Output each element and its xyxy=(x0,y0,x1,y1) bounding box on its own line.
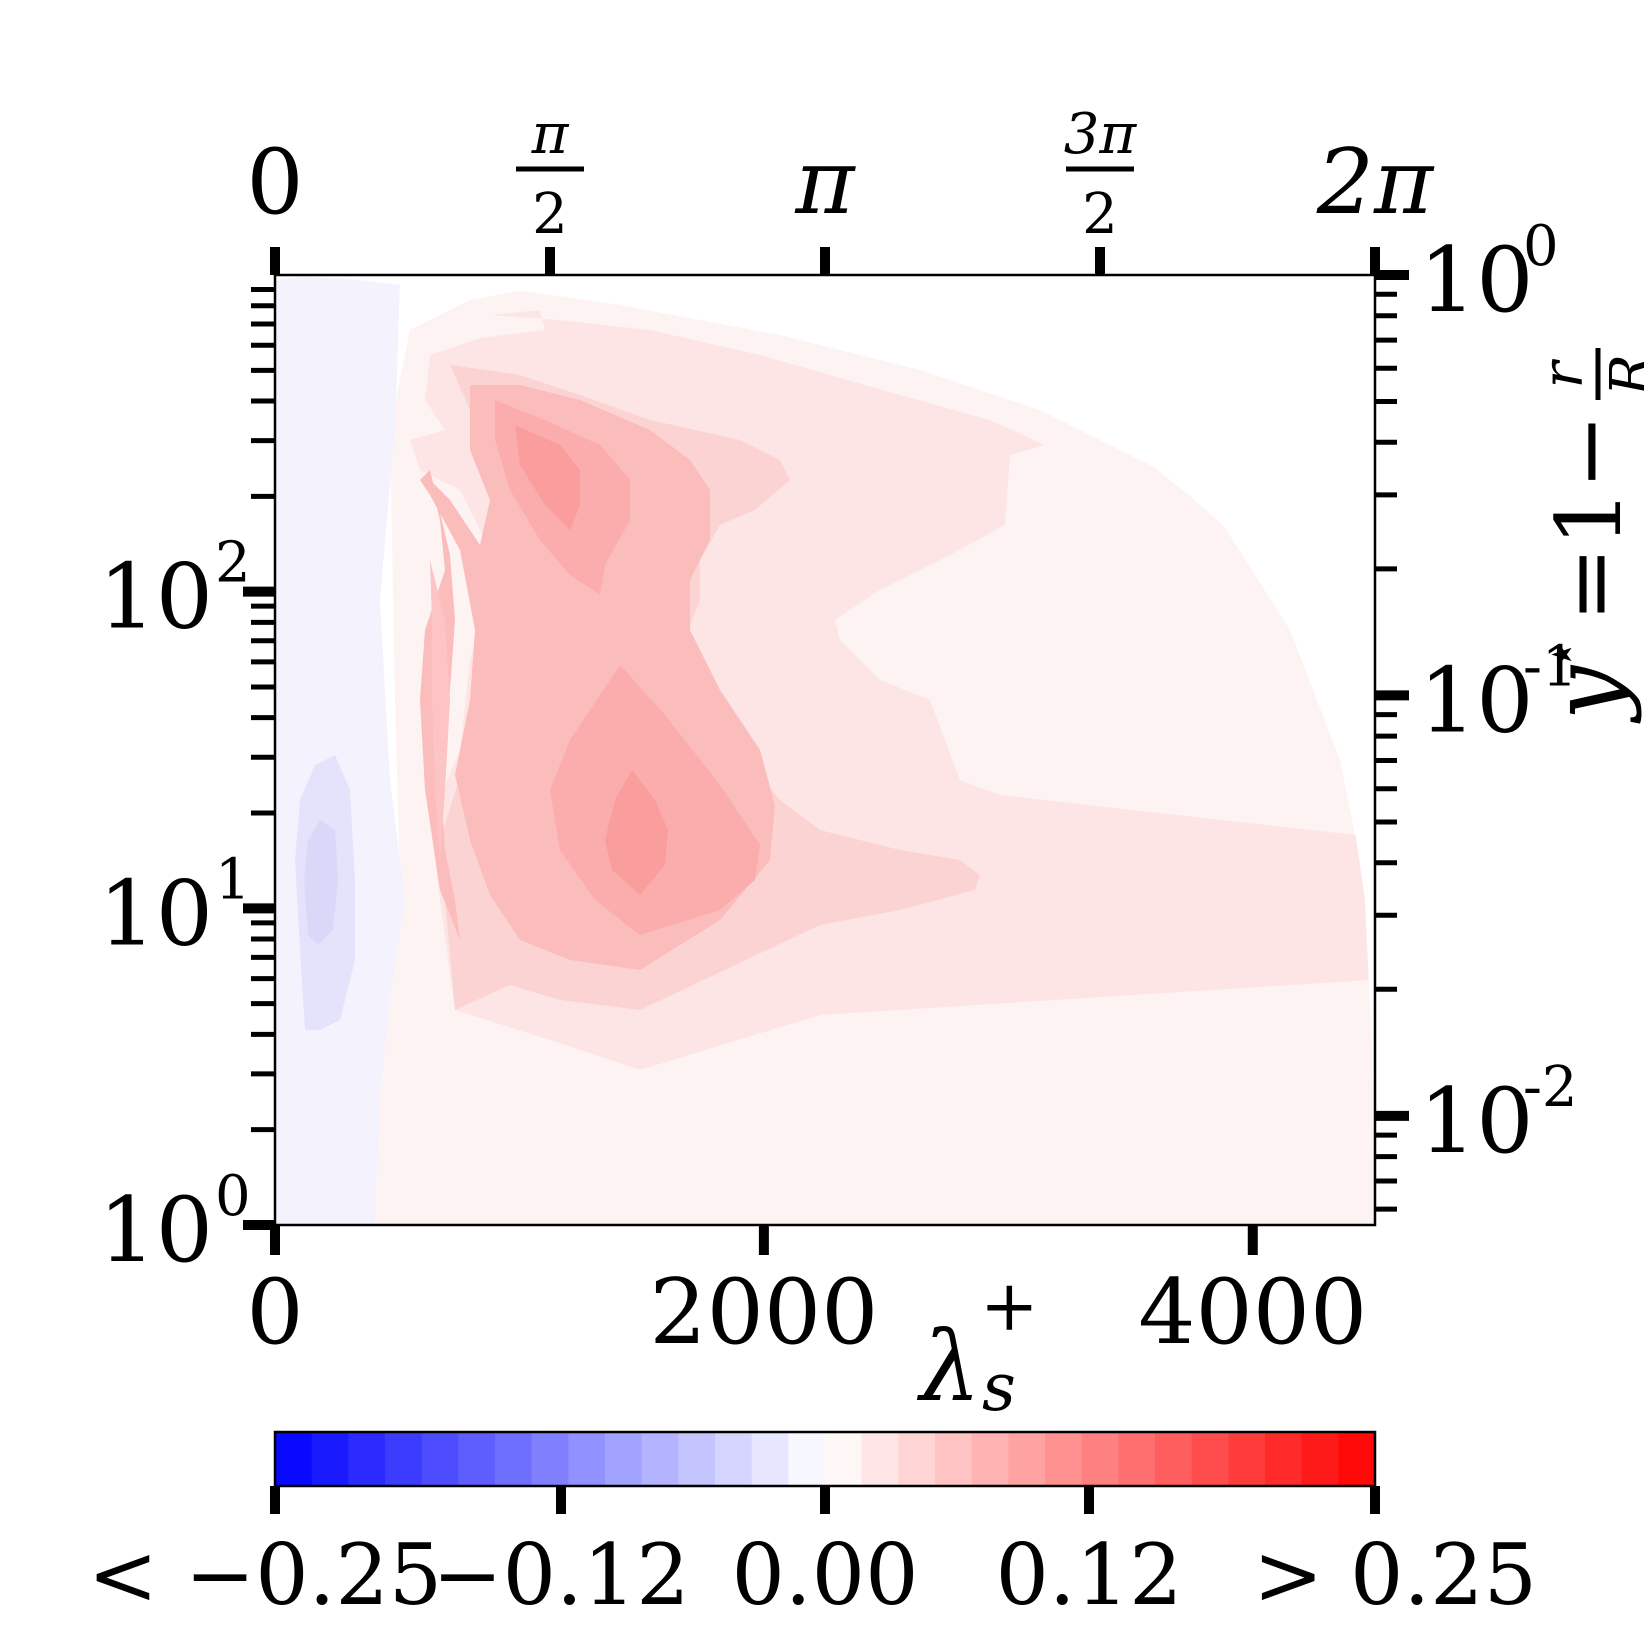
colorbar-tick-label: < −0.25 xyxy=(88,1526,443,1624)
colorbar-swatch xyxy=(971,1432,1009,1486)
colorbar-swatch xyxy=(1081,1432,1119,1486)
colorbar-swatch xyxy=(1008,1432,1046,1486)
colorbar-swatch xyxy=(898,1432,936,1486)
y-left-tick-label-base: 10 xyxy=(98,861,213,966)
colorbar-swatch xyxy=(605,1432,643,1486)
colorbar-swatch xyxy=(568,1432,606,1486)
colorbar-swatch xyxy=(311,1432,349,1486)
contour-level-0.11-lower xyxy=(605,770,668,895)
colorbar-swatch xyxy=(1191,1432,1229,1486)
bottom-x-axis: 0 2000 4000 xyxy=(246,1225,1367,1365)
x-top-tick-label-den: 2 xyxy=(1082,182,1118,247)
colorbar-swatch xyxy=(1045,1432,1083,1486)
x-top-tick-label-num: π xyxy=(531,102,570,167)
y-right-axis-label: y ⋆ =1− r R xyxy=(1529,348,1644,724)
y-left-tick-label-exp: 0 xyxy=(215,1164,251,1229)
colorbar-swatch xyxy=(348,1432,386,1486)
y-right-tick-label-base: 10 xyxy=(1419,648,1534,753)
x-top-tick-label: 2π xyxy=(1316,130,1435,235)
y-left-tick-label-base: 10 xyxy=(98,545,213,650)
colorbar-tick-label: 0.00 xyxy=(731,1526,918,1624)
colorbar-swatch xyxy=(1118,1432,1156,1486)
colorbar-swatch xyxy=(421,1432,459,1486)
contour-fill-group xyxy=(275,275,1375,1225)
colorbar-swatch xyxy=(678,1432,716,1486)
colorbar-swatch xyxy=(1301,1432,1339,1486)
x-axis-label-sup: + xyxy=(980,1265,1039,1347)
y-right-tick-label-exp: 0 xyxy=(1523,214,1559,279)
colorbar-swatch xyxy=(495,1432,533,1486)
colorbar-tick-label: −0.12 xyxy=(432,1526,689,1624)
x-top-tick-label-den: 2 xyxy=(532,182,568,247)
x-top-tick-label: π xyxy=(794,130,856,235)
x-bottom-tick-label: 4000 xyxy=(1138,1260,1367,1365)
y-right-label-y: y xyxy=(1531,664,1643,724)
top-x-axis: 0 π2 π 3π2 2π xyxy=(246,102,1435,275)
colorbar-swatch xyxy=(458,1432,496,1486)
colorbar-swatch xyxy=(1155,1432,1193,1486)
colorbar-swatch xyxy=(788,1432,826,1486)
y-right-label-eq: =1− xyxy=(1537,414,1642,622)
y-right-tick-label-exp: -2 xyxy=(1523,1055,1578,1120)
colorbar-tick-label: > 0.25 xyxy=(1253,1526,1537,1624)
contour-level-neg-0.05 xyxy=(304,820,338,945)
colorbar-swatch xyxy=(1228,1432,1266,1486)
y-right-label-den: R xyxy=(1599,354,1644,397)
colorbar-swatch xyxy=(861,1432,899,1486)
colorbar-swatch xyxy=(715,1432,753,1486)
unresolved-region xyxy=(275,275,1375,1225)
x-axis-label: λ + s xyxy=(916,1265,1039,1426)
y-left-tick-label-exp: 1 xyxy=(215,847,251,912)
colorbar: < −0.25−0.12 0.00 0.12 > 0.25 xyxy=(88,1430,1537,1624)
x-axis-label-sub: s xyxy=(982,1349,1016,1426)
y-right-label-star: ⋆ xyxy=(1529,637,1594,672)
y-right-label-num: r xyxy=(1531,358,1596,388)
colorbar-swatch xyxy=(385,1432,423,1486)
y-right-tick-label-base: 10 xyxy=(1419,228,1534,333)
contour-level-0.09-sliver xyxy=(430,560,450,860)
y-left-tick-label-exp: 2 xyxy=(215,531,251,596)
colorbar-tick-label: 0.12 xyxy=(995,1526,1182,1624)
colorbar-swatch xyxy=(1338,1432,1376,1486)
x-axis-label-main: λ xyxy=(916,1311,981,1423)
colorbar-swatch xyxy=(275,1432,313,1486)
y-right-tick-label-exp: -1 xyxy=(1523,634,1578,699)
y-left-tick-label-base: 10 xyxy=(98,1178,213,1283)
x-top-tick-label: 0 xyxy=(246,130,303,235)
colorbar-swatch xyxy=(751,1432,789,1486)
colorbar-swatch xyxy=(1265,1432,1303,1486)
x-bottom-tick-label: 2000 xyxy=(649,1260,878,1365)
contour-level-0.11-upper xyxy=(515,425,580,530)
colorbar-swatch xyxy=(531,1432,569,1486)
y-right-tick-label-base: 10 xyxy=(1419,1069,1534,1174)
colorbar-swatch xyxy=(641,1432,679,1486)
colorbar-swatch xyxy=(935,1432,973,1486)
x-bottom-tick-label: 0 xyxy=(246,1260,303,1365)
x-top-tick-label-num: 3π xyxy=(1064,102,1138,167)
colorbar-swatch xyxy=(825,1432,863,1486)
